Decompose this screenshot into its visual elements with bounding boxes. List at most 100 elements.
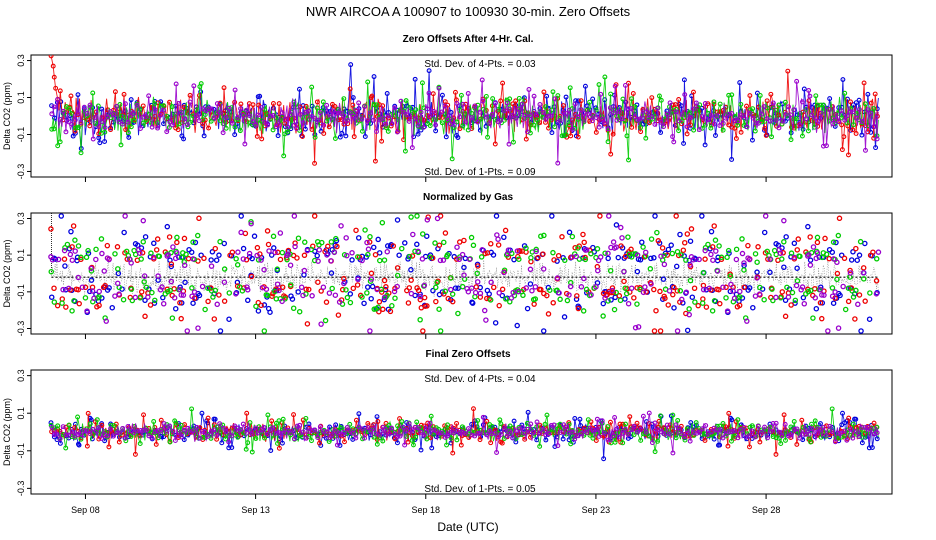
data-point-blue xyxy=(469,300,476,306)
data-point-green xyxy=(367,233,373,240)
data-point-purple xyxy=(732,428,738,434)
data-point-purple xyxy=(840,283,846,290)
data-point-red xyxy=(475,263,481,269)
data-point-green xyxy=(807,287,814,294)
data-point-green xyxy=(365,251,371,258)
data-point-purple xyxy=(642,249,649,256)
data-point-blue xyxy=(608,297,614,303)
data-point-blue xyxy=(279,440,285,446)
data-point-purple xyxy=(594,416,600,422)
data-point-purple xyxy=(492,100,498,106)
data-point-green xyxy=(239,288,246,294)
data-point-green xyxy=(237,128,243,134)
data-point-green xyxy=(108,115,114,121)
data-point-green xyxy=(773,107,779,113)
data-point-green xyxy=(805,128,811,134)
data-point-red xyxy=(671,284,677,291)
data-point-purple xyxy=(338,223,344,229)
data-point-purple xyxy=(349,250,355,256)
data-point-purple xyxy=(221,279,228,285)
data-point-red xyxy=(621,278,627,285)
data-point-purple xyxy=(356,100,362,106)
data-point-green xyxy=(788,250,795,256)
data-point-purple xyxy=(714,268,721,274)
data-point-green xyxy=(550,249,556,256)
data-point-green xyxy=(818,434,824,440)
data-point-green xyxy=(823,251,830,258)
data-point-green xyxy=(487,297,494,303)
data-point-purple xyxy=(261,266,267,273)
y-axis-label: Delta CO2 (ppm) xyxy=(2,239,12,307)
data-point-purple xyxy=(253,425,259,431)
data-point-purple xyxy=(457,430,463,436)
data-point-blue xyxy=(102,438,108,444)
data-point-purple xyxy=(288,430,294,436)
data-point-blue xyxy=(337,443,343,448)
data-point-purple xyxy=(853,115,859,121)
data-point-green xyxy=(511,139,516,145)
data-point-green xyxy=(413,434,419,440)
data-point-green xyxy=(392,295,398,301)
data-point-green xyxy=(501,436,507,441)
data-point-purple xyxy=(350,430,356,436)
data-point-green xyxy=(319,239,325,246)
data-point-green xyxy=(757,284,763,291)
data-point-purple xyxy=(628,106,634,112)
data-point-green xyxy=(444,252,451,258)
data-point-green xyxy=(190,239,196,245)
data-point-purple xyxy=(359,116,365,122)
data-point-green xyxy=(178,254,185,261)
data-point-green xyxy=(702,122,708,128)
data-point-red xyxy=(85,410,91,416)
data-point-green xyxy=(613,289,619,296)
data-point-blue xyxy=(158,99,164,105)
data-point-red xyxy=(106,444,112,450)
data-point-red xyxy=(177,300,183,306)
data-point-purple xyxy=(474,279,481,285)
data-point-blue xyxy=(209,249,216,255)
data-point-purple xyxy=(406,421,412,427)
data-point-purple xyxy=(49,257,56,263)
data-point-purple xyxy=(232,87,238,93)
data-point-green xyxy=(83,254,90,261)
data-point-green xyxy=(143,284,150,291)
data-point-blue xyxy=(160,294,166,301)
data-point-red xyxy=(406,285,413,291)
data-point-purple xyxy=(214,301,220,308)
data-point-red xyxy=(718,256,725,263)
data-point-red xyxy=(744,103,749,109)
data-point-red xyxy=(852,316,858,322)
data-point-purple xyxy=(155,273,161,279)
data-point-red xyxy=(726,122,732,128)
data-point-green xyxy=(335,427,341,433)
data-point-purple xyxy=(777,250,784,256)
data-point-blue xyxy=(859,440,865,446)
data-point-green xyxy=(245,440,251,446)
data-point-purple xyxy=(114,430,120,436)
data-point-green xyxy=(432,240,438,246)
data-point-red xyxy=(630,91,636,96)
data-point-red xyxy=(665,302,671,308)
data-point-purple xyxy=(601,430,607,436)
data-point-green xyxy=(594,246,601,252)
data-point-purple xyxy=(779,433,785,439)
data-point-green xyxy=(371,102,377,107)
data-point-purple xyxy=(436,430,442,436)
data-point-green xyxy=(403,98,409,103)
data-point-purple xyxy=(79,284,86,290)
series-purple xyxy=(48,213,882,334)
data-point-purple xyxy=(253,122,259,128)
data-point-purple xyxy=(528,113,534,119)
data-point-purple xyxy=(874,430,880,436)
data-point-red xyxy=(205,415,211,421)
data-point-green xyxy=(821,102,827,108)
data-point-purple xyxy=(63,129,69,135)
data-point-green xyxy=(95,103,101,109)
data-point-purple xyxy=(117,430,122,436)
data-point-red xyxy=(461,237,467,244)
data-point-purple xyxy=(223,429,229,435)
data-point-purple xyxy=(72,248,78,254)
data-point-green xyxy=(857,238,864,245)
data-point-purple xyxy=(157,112,163,118)
data-point-red xyxy=(703,304,710,310)
